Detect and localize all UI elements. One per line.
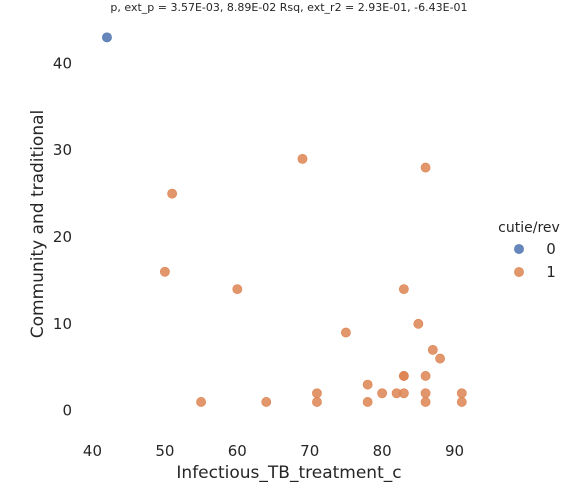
data-point-series-1 — [297, 153, 308, 164]
data-point-series-1 — [159, 266, 170, 277]
data-point-series-1 — [420, 162, 431, 173]
x-axis-ticks: 40 50 60 70 80 90 — [83, 442, 464, 460]
x-axis-label: Infectious_TB_treatment_c — [176, 463, 401, 483]
data-point-series-1 — [420, 388, 431, 399]
x-tick-label: 40 — [83, 442, 102, 460]
data-point-series-0 — [102, 32, 112, 43]
y-axis-ticks: 0 10 20 30 40 — [53, 54, 72, 419]
data-point-series-1 — [413, 318, 424, 329]
y-tick-label: 0 — [62, 402, 72, 420]
y-tick-label: 30 — [53, 141, 72, 159]
y-tick-label: 10 — [53, 315, 72, 333]
legend-label: 1 — [546, 263, 556, 281]
chart-title: p, ext_p = 3.57E-03, 8.89E-02 Rsq, ext_r… — [110, 1, 467, 14]
x-tick-label: 70 — [300, 442, 319, 460]
legend-title: cutie/rev — [498, 220, 560, 236]
data-point-series-1 — [341, 327, 351, 338]
legend-label: 0 — [546, 240, 556, 258]
data-points — [102, 32, 467, 407]
data-point-series-1 — [456, 388, 467, 399]
x-tick-label: 60 — [228, 442, 247, 460]
data-point-series-1 — [427, 344, 438, 355]
data-point-series-1 — [420, 371, 431, 381]
data-point-series-1 — [362, 397, 373, 407]
data-point-series-1 — [312, 388, 322, 399]
x-tick-label: 80 — [373, 442, 392, 460]
data-point-series-1 — [435, 353, 445, 364]
legend-marker — [514, 244, 524, 254]
data-point-series-1 — [398, 388, 409, 399]
data-point-series-1 — [420, 397, 431, 407]
data-point-series-1 — [362, 379, 373, 390]
legend: cutie/rev 0 1 — [498, 220, 560, 281]
y-tick-label: 20 — [53, 228, 72, 246]
y-tick-label: 40 — [53, 54, 72, 72]
x-tick-label: 90 — [445, 442, 464, 460]
data-point-series-1 — [398, 371, 409, 381]
y-axis-label: Community and traditional — [28, 110, 48, 338]
data-point-series-1 — [167, 188, 178, 199]
data-point-series-1 — [196, 397, 207, 407]
data-point-series-1 — [398, 284, 409, 295]
legend-marker — [514, 267, 524, 277]
data-point-series-1 — [377, 388, 388, 399]
data-point-series-1 — [312, 397, 322, 407]
data-point-series-1 — [456, 397, 467, 407]
data-point-series-1 — [232, 284, 243, 295]
x-tick-label: 50 — [155, 442, 174, 460]
data-point-series-1 — [261, 397, 272, 407]
